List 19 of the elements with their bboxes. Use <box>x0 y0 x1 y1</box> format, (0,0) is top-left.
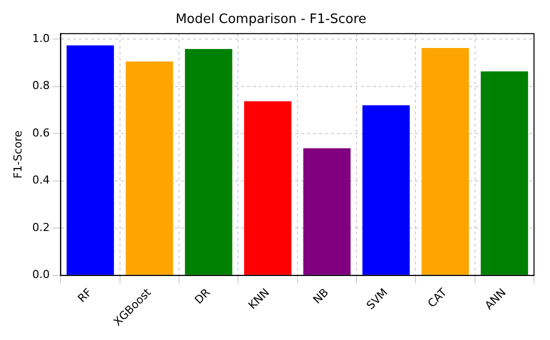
y-tick-label: 0.6 <box>32 126 50 140</box>
x-tick-label: RF <box>75 286 94 306</box>
y-tick-label: 0.8 <box>32 79 50 92</box>
bar <box>184 48 232 275</box>
bar <box>244 101 292 275</box>
x-tick-label: NB <box>310 286 332 306</box>
chart-title: Model Comparison - F1-Score <box>176 12 366 28</box>
x-tick-label: DR <box>192 286 213 307</box>
bar <box>303 148 351 275</box>
y-axis-title: F1-Score <box>11 130 24 179</box>
bar <box>126 61 174 275</box>
y-tick-label: 0.0 <box>32 268 50 282</box>
y-tick-label: 1.0 <box>32 32 50 45</box>
bar <box>362 105 410 275</box>
y-tick-label: 0.4 <box>32 174 50 187</box>
bar <box>480 71 528 275</box>
y-tick-label: 0.2 <box>32 220 50 234</box>
bar <box>66 45 114 275</box>
bar <box>422 48 469 275</box>
